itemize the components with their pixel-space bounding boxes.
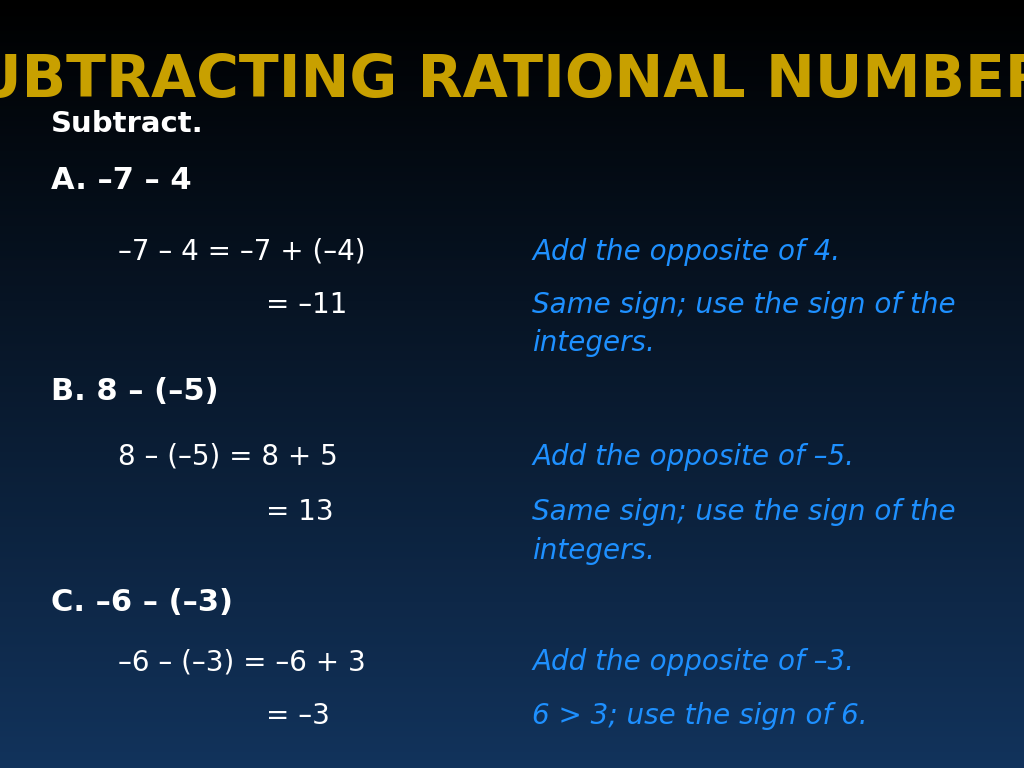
Text: integers.: integers. — [532, 329, 655, 357]
Text: B. 8 – (–5): B. 8 – (–5) — [51, 377, 219, 406]
Text: –7 – 4 = –7 + (–4): –7 – 4 = –7 + (–4) — [118, 238, 366, 266]
Text: Same sign; use the sign of the: Same sign; use the sign of the — [532, 498, 956, 526]
Text: Add the opposite of 4.: Add the opposite of 4. — [532, 238, 841, 266]
Text: Add the opposite of –5.: Add the opposite of –5. — [532, 443, 854, 471]
Text: 6 > 3; use the sign of 6.: 6 > 3; use the sign of 6. — [532, 702, 868, 730]
Text: integers.: integers. — [532, 537, 655, 564]
Text: Add the opposite of –3.: Add the opposite of –3. — [532, 648, 854, 676]
Text: A. –7 – 4: A. –7 – 4 — [51, 166, 191, 195]
Text: 8 – (–5) = 8 + 5: 8 – (–5) = 8 + 5 — [118, 443, 338, 471]
Text: = –11: = –11 — [266, 291, 347, 319]
Text: –6 – (–3) = –6 + 3: –6 – (–3) = –6 + 3 — [118, 648, 366, 676]
Text: Subtract.: Subtract. — [51, 111, 204, 138]
Text: Same sign; use the sign of the: Same sign; use the sign of the — [532, 291, 956, 319]
Text: C. –6 – (–3): C. –6 – (–3) — [51, 588, 233, 617]
Text: = 13: = 13 — [266, 498, 334, 526]
Text: SUBTRACTING RATIONAL NUMBERS: SUBTRACTING RATIONAL NUMBERS — [0, 52, 1024, 109]
Text: = –3: = –3 — [266, 702, 330, 730]
